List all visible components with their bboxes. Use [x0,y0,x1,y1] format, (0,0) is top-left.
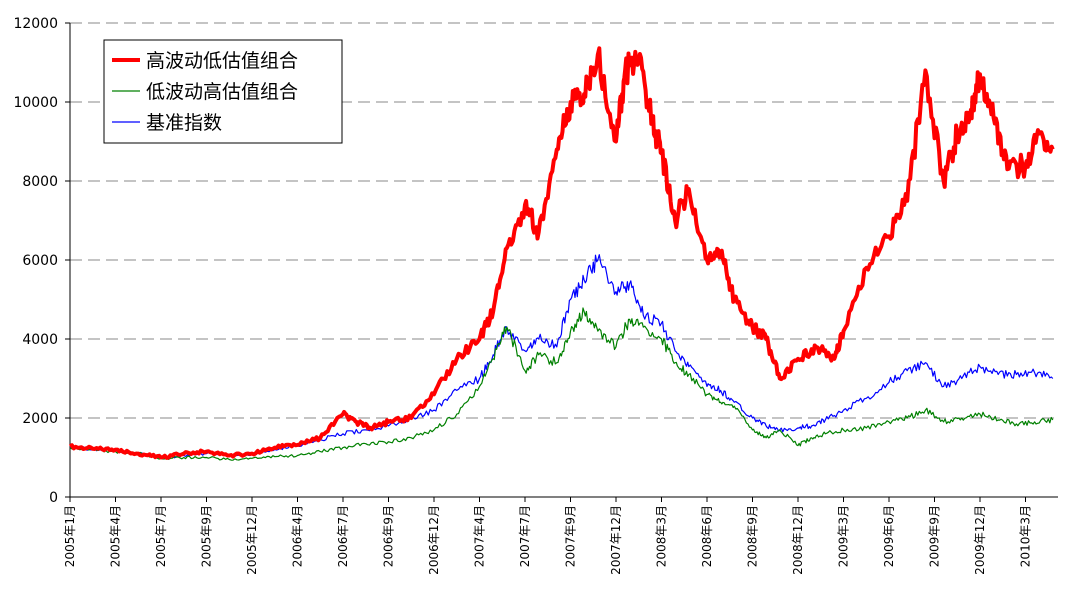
x-tick-label: 2005年7月 [154,505,168,567]
legend-box [103,39,343,144]
y-tick-label: 8000 [22,174,58,190]
series-line-0 [68,46,1055,460]
x-tick-label: 2005年1月 [63,505,77,567]
series-layer [68,46,1055,461]
x-tick-label: 2006年4月 [291,505,305,567]
y-tick-label: 2000 [22,411,58,427]
x-tick-label: 2007年4月 [473,505,487,567]
x-tick-label: 2008年3月 [655,505,669,567]
x-tick-label: 2005年12月 [245,505,259,575]
x-tick-label: 2005年9月 [200,505,214,567]
legend-label: 低波动高估值组合 [146,81,298,103]
x-tick-label: 2007年9月 [564,505,578,567]
legend-label: 基准指数 [146,112,222,134]
x-tick-label: 2009年6月 [882,505,896,567]
x-tick-label: 2006年12月 [427,505,441,575]
x-tick-label: 2007年12月 [609,505,623,575]
x-tick-label: 2008年9月 [746,505,760,567]
x-tick-label: 2007年7月 [518,505,532,567]
x-tick-label: 2009年3月 [837,505,851,567]
x-tick-label: 2010年3月 [1019,505,1033,567]
axis-layer: 0 2000 4000 6000 8000 10000 12000 2005年1月 2005年4… [13,16,1058,575]
x-tick-label: 2005年4月 [109,505,123,567]
x-tick-label: 2009年9月 [928,505,942,567]
x-tick-label: 2009年12月 [973,505,987,575]
grid-layer [70,22,1058,419]
y-tick-label: 12000 [13,16,58,32]
y-tick-label: 0 [49,490,58,506]
legend-label: 高波动低估值组合 [146,50,298,72]
y-tick-label: 4000 [22,332,58,348]
x-tick-label: 2006年7月 [336,505,350,567]
series-line-1 [69,307,1054,461]
y-tick-label: 10000 [13,95,58,111]
x-tick-label: 2008年6月 [700,505,714,567]
y-tick-label: 6000 [22,253,58,269]
x-tick-label: 2008年12月 [791,505,805,575]
x-tick-label: 2006年9月 [382,505,396,567]
